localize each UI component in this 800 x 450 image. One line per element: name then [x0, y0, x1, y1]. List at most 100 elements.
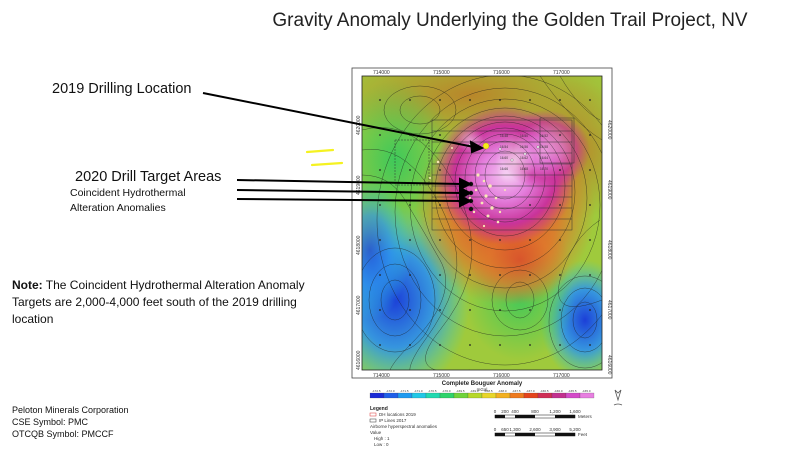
block-values: 16.48 16.50 16.52 16.54 16.56 16.58 16.60 16.62… — [500, 134, 548, 171]
colorbar-tick-label: -172.5 — [372, 389, 381, 393]
colorbar-tick-label: -167.5 — [512, 389, 521, 393]
colorbar-tick-label: -166.5 — [540, 389, 549, 393]
hyperspectral-anomalies — [429, 147, 506, 228]
northing-left: 4620000 4619000 4618000 4617000 4616000 — [356, 115, 362, 370]
svg-text:717000: 717000 — [553, 373, 570, 379]
legend-high: High : 1 — [374, 436, 390, 441]
colorbar-tick-label: -169.5 — [456, 389, 465, 393]
gravity-map: 16.48 16.50 16.52 16.54 16.56 16.58 16.60 16.62… — [362, 76, 602, 370]
legend-item-dh: DH locations 2019 — [379, 412, 416, 417]
svg-text:716000: 716000 — [493, 70, 510, 76]
ip-line-grid — [394, 117, 575, 231]
station-dots — [379, 99, 591, 346]
scale-bars: 0 200 400 800 1,200 1,600 Meters 0 650 1,300 2,6… — [494, 409, 593, 437]
callout-arrows — [202, 92, 485, 208]
legend-item-ip: IP Lines 2017 — [379, 418, 407, 423]
svg-text:4618000: 4618000 — [606, 240, 612, 260]
svg-text:714000: 714000 — [373, 70, 390, 76]
colorbar-tick-label: -171.0 — [414, 389, 423, 393]
svg-text:717000: 717000 — [553, 70, 570, 76]
colorbar-tick-label: -170.5 — [428, 389, 437, 393]
scale-label: 400 — [511, 409, 519, 414]
scale-label: 3,900 — [549, 427, 561, 432]
colorbar-swatch — [537, 392, 553, 399]
block-value-label: 16.60 — [500, 156, 508, 160]
block-value-label: 16.48 — [500, 134, 508, 138]
scale-label: 1,300 — [509, 427, 521, 432]
block-value-label: 16.70 — [540, 167, 548, 171]
scale-meters-bar — [494, 414, 576, 419]
colorbar-swatch — [551, 392, 567, 399]
colorbar-tick-label: -168.0 — [498, 389, 507, 393]
label-2019-drilling: 2019 Drilling Location — [52, 81, 192, 97]
scale-feet-unit: Feet — [578, 432, 588, 437]
yellow-highlight-marks — [305, 148, 344, 167]
colorbar-tick-label: -172.0 — [386, 389, 395, 393]
svg-text:4617000: 4617000 — [606, 300, 612, 320]
colorbar-swatch — [481, 392, 497, 399]
svg-text:4620000: 4620000 — [606, 120, 612, 140]
company-name: Peloton Minerals Corporation — [12, 405, 129, 415]
svg-text:715000: 715000 — [433, 373, 450, 379]
colorbar — [369, 392, 595, 399]
scale-label: 2,600 — [529, 427, 541, 432]
north-arrow-icon — [613, 389, 623, 406]
scale-meters-labels: 0 200 400 800 1,200 1,600 — [494, 409, 581, 414]
scale-label: 650 — [501, 427, 509, 432]
scale-feet-bar — [494, 432, 576, 437]
legend-low: Low : 0 — [374, 442, 389, 447]
colorbar-ticks: -172.5 -172.0 -171.5 -171.0 -170.5 -170.0 -169… — [372, 389, 591, 393]
legend-swatch-ip — [369, 418, 377, 423]
label-coincident-line2: Alteration Anomalies — [70, 202, 166, 214]
colorbar-tick-label: -171.5 — [400, 389, 409, 393]
svg-text:4620000: 4620000 — [356, 115, 362, 135]
colorbar-swatch — [467, 392, 483, 399]
block-value-label: 16.54 — [500, 145, 508, 149]
note-text: The Coincident Hydrothermal Alteration A… — [12, 278, 305, 326]
colorbar-tick-label: -169.0 — [470, 389, 479, 393]
easting-top: 714000 715000 716000 717000 — [373, 70, 570, 76]
block-value-label: 16.64 — [540, 156, 548, 160]
otcqb-symbol: OTCQB Symbol: PMCCF — [12, 429, 114, 439]
legend-title: Legend — [370, 406, 388, 412]
label-2020-targets: 2020 Drill Target Areas — [75, 169, 222, 185]
arrow-target-1 — [236, 179, 463, 185]
colorbar-tick-label: -166.0 — [554, 389, 563, 393]
scale-label: 0 — [494, 409, 497, 414]
scale-label: 0 — [494, 427, 497, 432]
svg-text:4619000: 4619000 — [606, 180, 612, 200]
colorbar-swatch — [439, 392, 455, 399]
block-value-label: 16.50 — [520, 134, 528, 138]
colorbar-title: Complete Bouguer Anomaly — [442, 381, 523, 387]
drill-point-2019 — [482, 142, 490, 150]
legend-item-hyperspectral: Airborne hyperspectral anomalies — [370, 424, 438, 429]
colorbar-swatch — [425, 392, 441, 399]
legend-value: Value — [370, 430, 382, 435]
colorbar-swatch — [383, 392, 399, 399]
cse-symbol: CSE Symbol: PMC — [12, 417, 89, 427]
scale-feet-labels: 0 650 1,300 2,600 3,900 5,200 — [494, 427, 581, 432]
map-legend: Legend DH locations 2019 IP Lines 2017 A… — [369, 406, 438, 447]
svg-text:4616000: 4616000 — [606, 355, 612, 375]
page-title: Gravity Anomaly Underlying the Golden Tr… — [272, 10, 748, 31]
arrow-target-3 — [236, 198, 463, 202]
colorbar-swatch — [369, 392, 385, 399]
colorbar-tick-label: -167.0 — [526, 389, 535, 393]
colorbar-swatch — [523, 392, 539, 399]
block-value-label: 16.56 — [520, 145, 528, 149]
colorbar-tick-label: -170.0 — [442, 389, 451, 393]
scale-meters-unit: Meters — [578, 414, 593, 419]
colorbar-swatch — [495, 392, 511, 399]
colorbar-swatch — [509, 392, 525, 399]
company-info: Peloton Minerals Corporation CSE Symbol:… — [12, 404, 129, 440]
scale-label: 5,200 — [569, 427, 581, 432]
scale-label: 200 — [501, 409, 509, 414]
scale-label: 800 — [531, 409, 539, 414]
block-value-label: 16.62 — [520, 156, 528, 160]
legend-swatch-dh — [369, 412, 377, 417]
scale-label: 1,200 — [549, 409, 561, 414]
colorbar-swatch — [453, 392, 469, 399]
svg-text:4619000: 4619000 — [356, 175, 362, 195]
colorbar-swatch — [565, 392, 581, 399]
